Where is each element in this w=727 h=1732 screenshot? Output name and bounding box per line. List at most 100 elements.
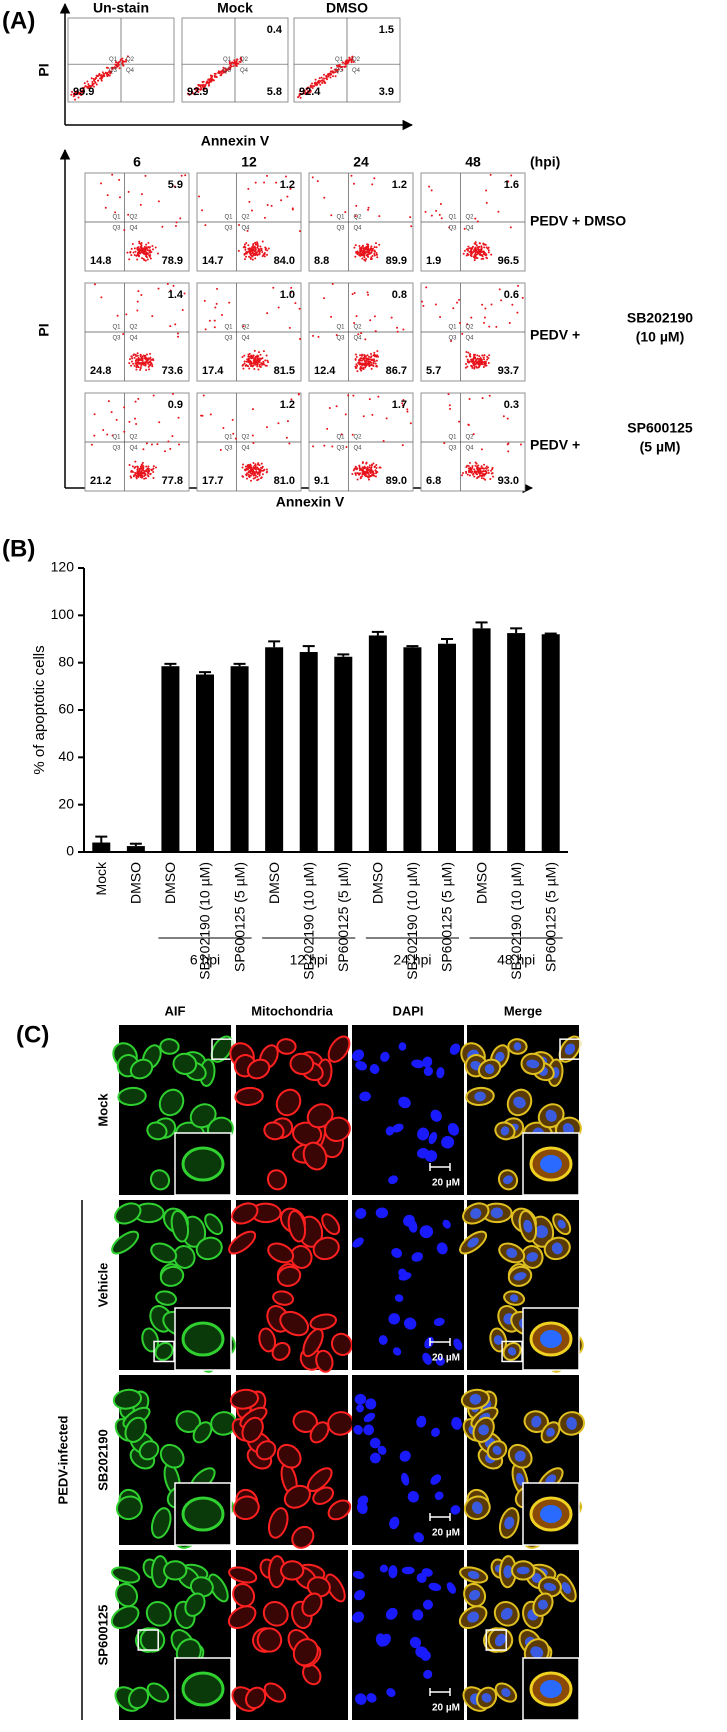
dot [157, 252, 160, 255]
dot [257, 478, 260, 481]
dot [245, 242, 248, 245]
dot [474, 247, 477, 250]
dot [204, 328, 207, 331]
dot [197, 195, 200, 198]
dot [299, 93, 302, 96]
dot [466, 249, 469, 252]
inset-nucleus [540, 1505, 562, 1523]
dot [70, 93, 73, 96]
dot [351, 293, 354, 296]
dot [337, 68, 340, 71]
dot [242, 463, 245, 466]
dot [142, 257, 145, 260]
cell [227, 1605, 257, 1630]
dot [127, 190, 130, 193]
cell [289, 1052, 315, 1075]
dot [93, 283, 96, 286]
quadrant-label: Q1 [335, 57, 344, 63]
dot [468, 468, 471, 471]
dot [521, 296, 524, 299]
dot [171, 435, 174, 438]
nucleus [375, 1207, 389, 1219]
dot [466, 473, 469, 476]
dot [234, 437, 237, 440]
nucleus [379, 1633, 391, 1647]
dot [361, 461, 364, 464]
dot [209, 413, 212, 416]
micrograph [352, 1025, 464, 1195]
dot [481, 397, 484, 400]
nucleus [436, 1242, 448, 1255]
cell [280, 1560, 305, 1581]
dot [136, 361, 139, 364]
dot [428, 185, 431, 188]
panel-label: (C) [16, 1021, 49, 1048]
quadrant-label: Q2 [130, 215, 139, 221]
dot [340, 65, 343, 68]
dot [487, 251, 490, 254]
x-tick-label: SB202190 (10 µM) [508, 862, 524, 980]
value: 0.4 [267, 24, 283, 36]
dot [286, 420, 289, 423]
dot [330, 315, 333, 318]
dot [481, 472, 484, 475]
dot [294, 302, 297, 305]
inset-marker [153, 1340, 175, 1363]
dot [290, 398, 293, 401]
dot [511, 303, 514, 306]
dot [248, 475, 251, 478]
dot [238, 60, 241, 63]
dot [373, 250, 376, 253]
dot [245, 360, 248, 363]
dot [247, 244, 250, 247]
cell [110, 1605, 140, 1630]
dot [140, 293, 143, 296]
cell [228, 1230, 257, 1255]
dot [482, 257, 485, 260]
value: 1.9 [426, 255, 441, 267]
dot [489, 173, 492, 176]
dot [354, 244, 357, 247]
dot [227, 67, 230, 70]
nucleus [557, 1219, 566, 1229]
cell [172, 1052, 198, 1075]
dot [351, 433, 354, 436]
dot [447, 393, 450, 396]
quadrant-label: Q4 [242, 336, 251, 342]
dot [135, 472, 138, 475]
nucleus [495, 1051, 505, 1062]
dot [128, 463, 131, 466]
y-tick-label: 80 [58, 653, 74, 669]
dot [140, 193, 143, 196]
dot [142, 465, 145, 468]
x-tick-label: DMSO [128, 862, 144, 904]
dot [78, 93, 81, 96]
x-tick-label: SP600125 (5 µM) [542, 862, 558, 972]
dot [140, 364, 143, 367]
row-label: PEDV + [530, 327, 580, 343]
nucleus [451, 1416, 462, 1430]
dot [266, 470, 269, 473]
nucleus [394, 1294, 404, 1302]
dot [485, 246, 488, 249]
dot [471, 366, 474, 369]
value: 6.8 [426, 475, 441, 487]
dot [167, 440, 170, 443]
dot [254, 466, 257, 469]
dot [245, 363, 248, 366]
dot [448, 226, 451, 229]
scatter-dots [311, 283, 405, 373]
dot [353, 322, 356, 325]
dot [487, 471, 490, 474]
dot [93, 434, 96, 437]
dot [470, 255, 473, 258]
dot [136, 352, 139, 355]
dot [487, 469, 490, 472]
scatter-dots [424, 173, 513, 262]
nucleus [391, 1123, 404, 1133]
dot [207, 81, 210, 84]
quadrant-label: Q1 [449, 435, 458, 441]
dot [352, 394, 355, 397]
quadrant-label: Q2 [242, 215, 251, 221]
dot [179, 217, 182, 220]
